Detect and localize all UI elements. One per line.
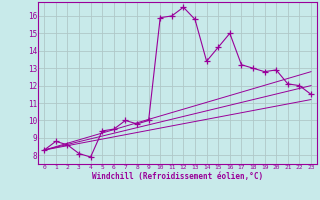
X-axis label: Windchill (Refroidissement éolien,°C): Windchill (Refroidissement éolien,°C)	[92, 172, 263, 181]
